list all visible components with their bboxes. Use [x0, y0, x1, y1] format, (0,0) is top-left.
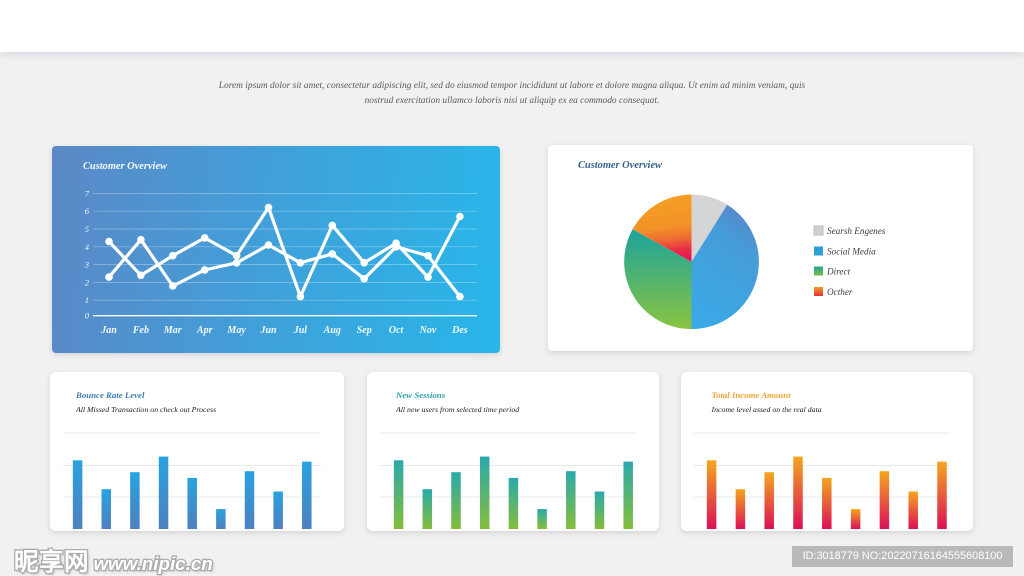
svg-text:2: 2: [85, 277, 90, 287]
svg-text:1: 1: [85, 295, 89, 305]
svg-text:0: 0: [85, 311, 90, 321]
svg-text:Aug: Aug: [323, 325, 341, 336]
svg-text:Apr: Apr: [196, 325, 213, 336]
svg-text:7: 7: [85, 188, 90, 198]
svg-text:Customer Overview: Customer Overview: [83, 161, 167, 172]
svg-text:May: May: [226, 325, 246, 336]
svg-text:Mar: Mar: [163, 325, 182, 336]
svg-text:Social Media: Social Media: [827, 247, 876, 257]
svg-text:Jun: Jun: [259, 325, 277, 336]
svg-text:3: 3: [84, 260, 89, 270]
svg-text:Octher: Octher: [827, 287, 853, 297]
svg-text:4: 4: [85, 242, 90, 252]
svg-text:Sep: Sep: [357, 325, 372, 336]
svg-text:Oct: Oct: [389, 325, 405, 336]
svg-text:Searsh Engenes: Searsh Engenes: [827, 226, 886, 236]
svg-text:Direct: Direct: [826, 267, 851, 277]
svg-text:5: 5: [85, 224, 90, 234]
svg-text:Jan: Jan: [100, 325, 117, 336]
svg-text:Feb: Feb: [132, 325, 149, 336]
svg-text:Nov: Nov: [419, 325, 437, 336]
svg-text:Jul: Jul: [293, 325, 308, 336]
svg-text:6: 6: [85, 206, 90, 216]
svg-text:Des: Des: [451, 325, 468, 336]
